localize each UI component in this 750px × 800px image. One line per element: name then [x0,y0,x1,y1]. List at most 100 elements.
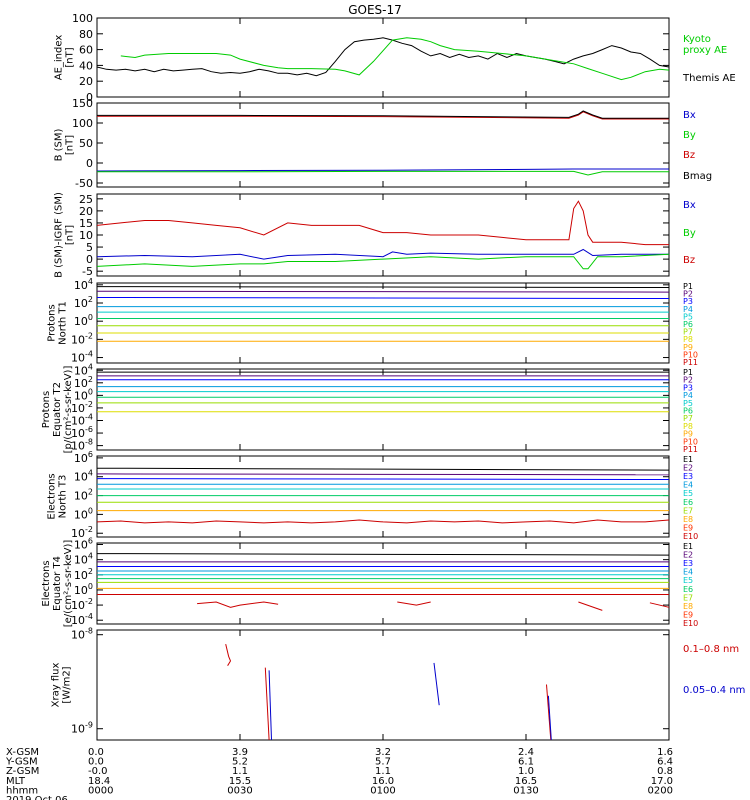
panel-frame [96,629,670,741]
y-tick-label: 25 [79,193,93,206]
series-line [97,110,669,119]
y-tick-label: 0 [86,253,93,266]
y-axis-label: Protons [41,391,52,428]
coord-value: 17.0 [651,776,673,787]
series-line [96,519,670,524]
y-tick-label: 20 [79,205,93,218]
legend-entry: E7 [683,506,693,515]
y-tick-label: 15 [79,217,93,230]
coord-value: 0100 [370,785,395,796]
y-tick-label: 100 [74,582,93,597]
legend-entry: Bmag [683,171,712,182]
legend-entry: P1 [683,368,693,377]
y-axis-label: B (SM) [54,128,65,161]
coord-value: 16.0 [372,776,394,787]
figure-title: GOES-17 [348,3,402,17]
coord-row-label: Y-GSM [5,757,38,768]
y-axis-label: [nT] [65,135,76,155]
y-axis-label: Protons [47,304,58,341]
legend-entry: Bx [683,200,696,211]
y-axis-label: [nT] [65,47,76,67]
legend-entry: P11 [683,358,698,367]
legend-entry: P9 [683,343,693,352]
series-line [546,684,552,741]
legend-entry: E4 [683,568,693,577]
legend-entry: E5 [683,576,693,585]
coord-value: 3.2 [375,747,391,758]
legend-entry: Bz [683,150,695,161]
panel-frame [96,17,670,98]
y-tick-label: 106 [74,537,93,552]
y-tick-label: 0 [86,157,93,170]
coord-value: 1.0 [518,766,534,777]
coord-value: 1.1 [375,766,391,777]
series-line [97,111,669,120]
coord-value: 1.6 [657,747,673,758]
y-tick-label: 100 [72,12,93,25]
series-line [96,473,670,476]
coord-value: 0200 [648,785,673,796]
legend-entry: P11 [683,445,698,454]
y-tick-label: 102 [74,295,93,310]
coord-value: 15.5 [229,776,251,787]
legend-entry: P3 [683,297,693,306]
series-line [96,297,670,299]
legend-entry: Kyoto [683,34,711,45]
coord-value: 0130 [513,785,538,796]
legend-entry: E6 [683,498,693,507]
legend-entry: P9 [683,430,693,439]
legend-entry: P8 [683,422,693,431]
y-tick-label: 40 [79,59,93,72]
legend-entry: E2 [683,464,693,473]
coord-value: 0000 [88,785,113,796]
legend-entry: By [683,130,696,141]
coord-value: 0030 [227,785,252,796]
legend-entry: E1 [683,455,693,464]
coord-row-label: Z-GSM [6,766,39,777]
y-tick-label: 50 [79,137,93,150]
coord-row-label: MLT [6,776,26,787]
y-tick-label: 100 [74,387,93,402]
legend-entry: P5 [683,312,693,321]
series-line [96,168,669,172]
panel-2: -50 0 50 100 150 B (SM) [nT] Bx By Bz Bmag [54,97,713,190]
y-tick-label: 10-4 [71,412,93,427]
legend-entry: E4 [683,481,693,490]
legend-entry: P8 [683,335,693,344]
y-axis-label: North T1 [58,301,69,345]
y-tick-label: 10-9 [71,721,93,736]
y-tick-label: 5 [86,241,93,254]
y-tick-label: 104 [74,469,93,484]
y-tick-label: 10-6 [71,425,93,440]
panel-frame [96,282,670,364]
y-tick-label: 104 [74,362,93,377]
y-tick-label: 10-2 [71,597,93,612]
series-line [96,467,670,471]
y-tick-label: 10-2 [71,525,93,540]
legend-entry: P2 [683,376,693,385]
y-tick-label: 10-4 [71,612,93,627]
legend-entry: P5 [683,399,693,408]
y-tick-label: 102 [74,567,93,582]
y-axis-label: AE_index [54,35,65,81]
y-axis-label: [W/m2] [62,666,73,703]
legend-entry: Themis AE [682,73,736,84]
legend-entry: P6 [683,407,693,416]
coord-value: 0.0 [88,747,104,758]
legend-entry: P4 [683,305,693,314]
legend-entry: E8 [683,515,693,524]
series-line [120,37,670,81]
coord-value: 3.9 [232,747,248,758]
series-line [197,601,279,608]
legend-entry: P2 [683,290,693,299]
y-tick-label: 0 [86,91,93,104]
y-tick-label: -5 [82,265,93,278]
legend-entry: proxy AE [683,45,727,56]
series-line [96,248,669,260]
legend-entry: 0.05–0.4 nm [683,685,745,696]
series-line [397,601,431,606]
coord-value: 5.2 [232,757,248,768]
y-tick-label: 10-4 [71,350,93,365]
